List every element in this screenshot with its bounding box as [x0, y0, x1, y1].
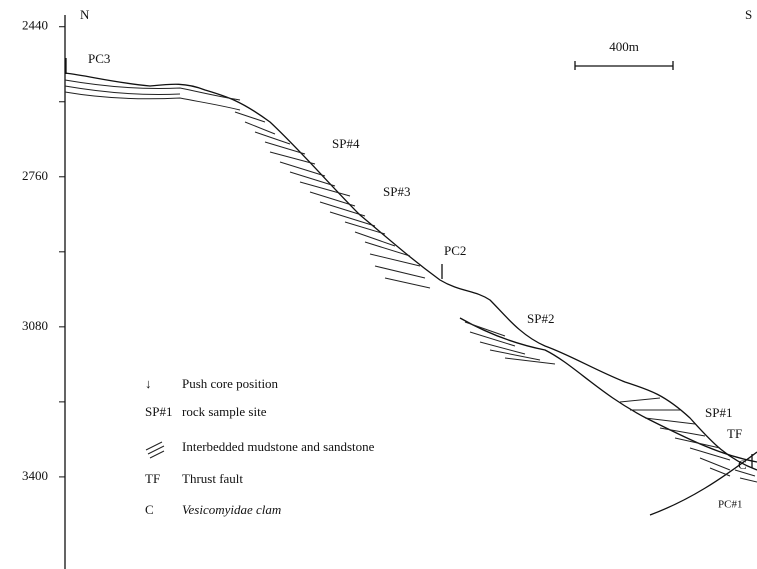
tick-label: 3400: [22, 468, 48, 483]
site-label: PC#1: [718, 499, 742, 511]
site-label: C: [738, 457, 747, 472]
legend-text: Push core position: [182, 376, 279, 391]
seafloor: [64, 72, 757, 471]
site-label: PC2: [444, 243, 466, 258]
legend: ↓ Push core position SP#1 rock sample si…: [145, 376, 375, 517]
north-label: N: [80, 7, 90, 22]
legend-symbol: TF: [145, 471, 160, 486]
scale-label: 400m: [609, 39, 639, 54]
legend-text: Vesicomyidae clam: [182, 502, 281, 517]
legend-text: rock sample site: [182, 404, 267, 419]
site-label: PC3: [88, 51, 110, 66]
site-label: SP#2: [527, 311, 554, 326]
south-label: S: [745, 7, 752, 22]
strata-hatching: [64, 79, 757, 483]
site-label: SP#4: [332, 136, 360, 151]
tick-label: 3080: [22, 318, 48, 333]
tick-label: 2440: [22, 18, 48, 33]
tick-label: 2760: [22, 168, 48, 183]
legend-text: Thrust fault: [182, 471, 243, 486]
legend-symbol: C: [145, 502, 154, 517]
site-label: SP#3: [383, 184, 410, 199]
legend-symbol: SP#1: [145, 404, 172, 419]
legend-hatch-icon: [145, 441, 165, 459]
site-label: SP#1: [705, 405, 732, 420]
legend-symbol: ↓: [145, 376, 152, 391]
depth-axis: 2440 2760 3080 3400: [22, 15, 66, 569]
fault-line: [459, 317, 757, 463]
legend-text: Interbedded mudstone and sandstone: [182, 439, 375, 454]
site-label: TF: [727, 426, 742, 441]
thrust-fault: [649, 451, 757, 516]
